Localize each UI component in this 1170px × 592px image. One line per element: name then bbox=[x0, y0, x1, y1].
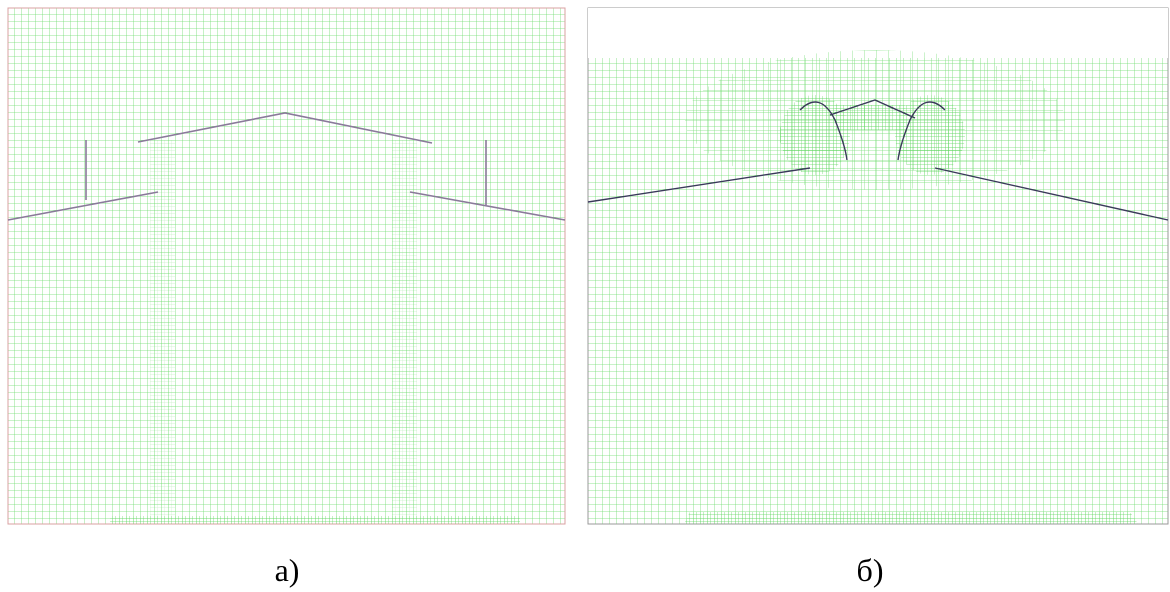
caption: б) bbox=[856, 552, 884, 588]
panel-b-mesh bbox=[587, 7, 1169, 525]
panel-a-mesh bbox=[7, 7, 566, 525]
caption: а) bbox=[274, 552, 300, 588]
